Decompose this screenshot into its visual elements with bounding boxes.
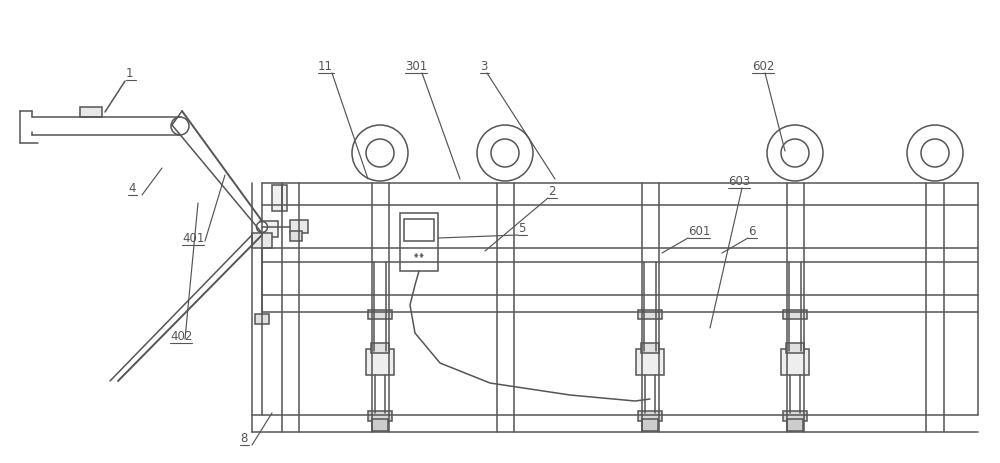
Text: 301: 301 <box>405 60 427 73</box>
Bar <box>366 349 394 375</box>
Bar <box>260 221 278 237</box>
Circle shape <box>256 221 268 232</box>
Circle shape <box>352 125 408 181</box>
Bar <box>371 343 389 353</box>
Bar <box>404 219 434 241</box>
Bar <box>787 419 803 431</box>
Circle shape <box>477 125 533 181</box>
Circle shape <box>921 139 949 167</box>
Bar <box>636 349 664 375</box>
Bar <box>400 213 438 271</box>
Bar <box>372 419 388 431</box>
Bar <box>290 220 308 233</box>
Text: 4: 4 <box>128 182 136 195</box>
Circle shape <box>171 117 189 135</box>
Bar <box>290 231 302 241</box>
Bar <box>368 310 392 319</box>
Bar <box>252 233 272 248</box>
Bar <box>638 411 662 421</box>
Text: 3: 3 <box>480 60 487 73</box>
Bar <box>368 411 392 421</box>
Text: 2: 2 <box>548 185 556 198</box>
Text: 402: 402 <box>170 330 192 343</box>
Bar <box>255 314 269 324</box>
Text: 11: 11 <box>318 60 333 73</box>
Text: 5: 5 <box>518 222 525 235</box>
Bar <box>641 343 659 353</box>
Circle shape <box>781 139 809 167</box>
Bar <box>272 185 287 211</box>
Bar <box>638 310 662 319</box>
Circle shape <box>366 139 394 167</box>
Text: 603: 603 <box>728 175 750 188</box>
Circle shape <box>907 125 963 181</box>
Bar <box>80 107 102 117</box>
Text: 8: 8 <box>240 432 247 445</box>
Bar <box>783 411 807 421</box>
Text: 6: 6 <box>748 225 756 238</box>
Circle shape <box>491 139 519 167</box>
Bar <box>783 310 807 319</box>
Bar <box>642 419 658 431</box>
Bar <box>781 349 809 375</box>
Text: 401: 401 <box>182 232 204 245</box>
Text: ⁕⁕: ⁕⁕ <box>413 252 425 262</box>
Text: 1: 1 <box>126 67 134 80</box>
Circle shape <box>767 125 823 181</box>
Bar <box>786 343 804 353</box>
Text: 602: 602 <box>752 60 774 73</box>
Text: 601: 601 <box>688 225 710 238</box>
